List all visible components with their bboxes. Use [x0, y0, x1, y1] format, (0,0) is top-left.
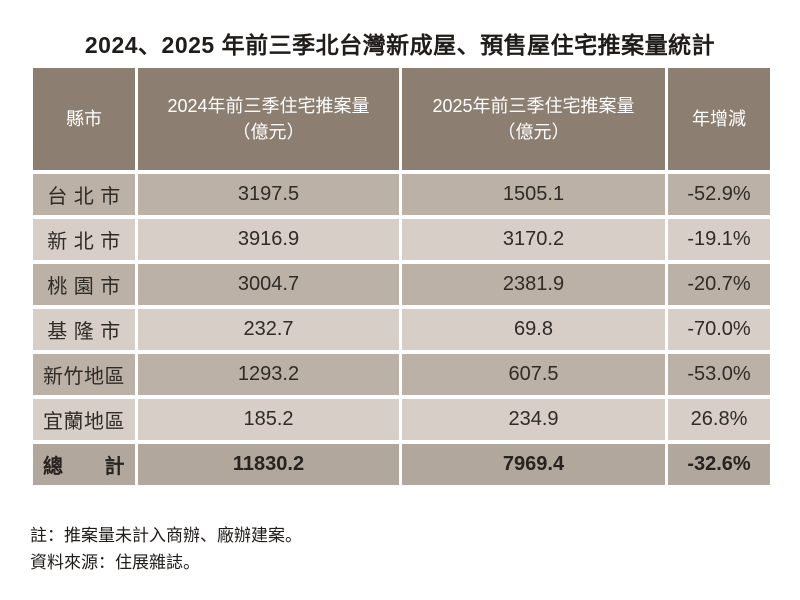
value-2024: 3004.7	[138, 264, 399, 305]
value-2024: 3197.5	[138, 174, 399, 215]
housing-stats-table: 縣市 2024年前三季住宅推案量 （億元） 2025年前三季住宅推案量 （億元）…	[30, 64, 773, 489]
header-cell-2025: 2025年前三季住宅推案量 （億元）	[402, 68, 665, 170]
table-row-taipei: 台 北 市 3197.5 1505.1 -52.9%	[33, 174, 770, 215]
value-2025: 607.5	[402, 354, 665, 395]
city-name: 台 北 市	[33, 174, 135, 215]
table-row-hsinchu: 新竹地區 1293.2 607.5 -53.0%	[33, 354, 770, 395]
value-yoy: -53.0%	[668, 354, 770, 395]
header-cell-yoy: 年增減	[668, 68, 770, 170]
value-2025: 234.9	[402, 399, 665, 440]
value-yoy: -19.1%	[668, 219, 770, 260]
value-2024: 185.2	[138, 399, 399, 440]
city-name: 宜蘭地區	[33, 399, 135, 440]
page-title: 2024、2025 年前三季北台灣新成屋、預售屋住宅推案量統計	[84, 32, 716, 58]
value-2025: 1505.1	[402, 174, 665, 215]
value-2025: 69.8	[402, 309, 665, 350]
value-2025: 2381.9	[402, 264, 665, 305]
header-row: 縣市 2024年前三季住宅推案量 （億元） 2025年前三季住宅推案量 （億元）…	[33, 68, 770, 170]
header-2024-line2: （億元）	[232, 122, 305, 142]
total-2024: 11830.2	[138, 444, 399, 485]
header-cell-2024: 2024年前三季住宅推案量 （億元）	[138, 68, 399, 170]
value-2025: 3170.2	[402, 219, 665, 260]
total-2025: 7969.4	[402, 444, 665, 485]
value-yoy: 26.8%	[668, 399, 770, 440]
city-name: 桃 園 市	[33, 264, 135, 305]
total-yoy: -32.6%	[668, 444, 770, 485]
value-yoy: -70.0%	[668, 309, 770, 350]
table-row-yilan: 宜蘭地區 185.2 234.9 26.8%	[33, 399, 770, 440]
table-row-taoyuan: 桃 園 市 3004.7 2381.9 -20.7%	[33, 264, 770, 305]
header-cell-county: 縣市	[33, 68, 135, 170]
value-yoy: -52.9%	[668, 174, 770, 215]
table-row-newtaipei: 新 北 市 3916.9 3170.2 -19.1%	[33, 219, 770, 260]
city-name: 基 隆 市	[33, 309, 135, 350]
header-2025-line2: （億元）	[497, 122, 570, 142]
value-yoy: -20.7%	[668, 264, 770, 305]
header-2025-line1: 2025年前三季住宅推案量	[432, 95, 635, 116]
city-name: 新 北 市	[33, 219, 135, 260]
footnotes: 註：推案量未計入商辦、廠辦建案。 資料來源：住展雜誌。	[30, 522, 302, 576]
footnote-note: 註：推案量未計入商辦、廠辦建案。	[30, 526, 302, 545]
table-row-total: 總 計 11830.2 7969.4 -32.6%	[33, 444, 770, 485]
value-2024: 1293.2	[138, 354, 399, 395]
table-row-keelung: 基 隆 市 232.7 69.8 -70.0%	[33, 309, 770, 350]
city-name: 新竹地區	[33, 354, 135, 395]
total-label: 總 計	[33, 444, 135, 485]
value-2024: 232.7	[138, 309, 399, 350]
header-2024-line1: 2024年前三季住宅推案量	[167, 95, 370, 116]
value-2024: 3916.9	[138, 219, 399, 260]
footnote-source: 資料來源：住展雜誌。	[30, 553, 200, 573]
